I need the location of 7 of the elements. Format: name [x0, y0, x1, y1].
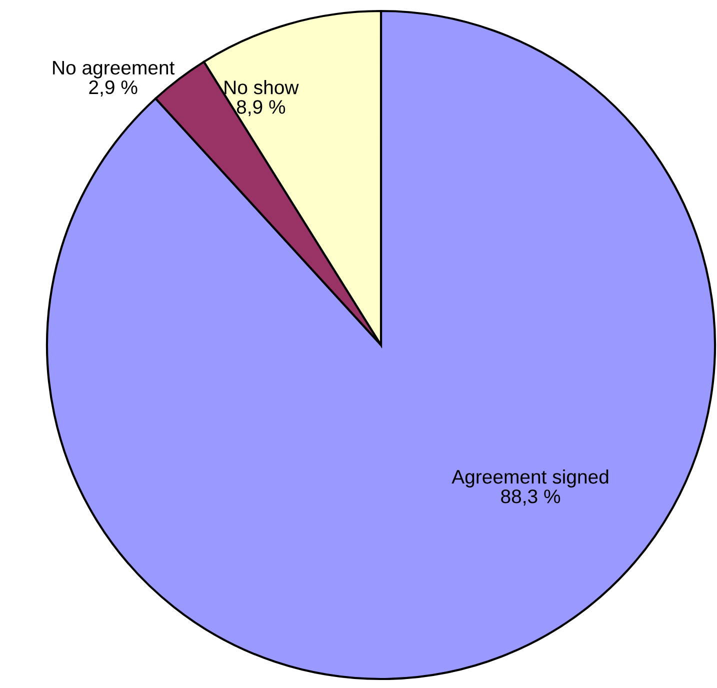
data-label: 88,3 %: [501, 490, 560, 506]
slice-label: No show: [224, 80, 299, 94]
data-label: 8,9 %: [236, 100, 286, 116]
slice-label: No agreement: [53, 61, 175, 78]
slice-label: Agreement signed: [452, 469, 608, 488]
pie-slice: [46, 10, 716, 680]
data-label: 2,9 %: [89, 80, 138, 96]
